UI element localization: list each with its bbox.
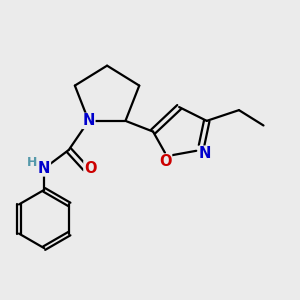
Text: O: O (159, 154, 172, 169)
Text: H: H (27, 156, 38, 170)
Text: N: N (82, 113, 95, 128)
Text: N: N (199, 146, 211, 161)
Text: O: O (84, 161, 96, 176)
Text: N: N (38, 161, 50, 176)
